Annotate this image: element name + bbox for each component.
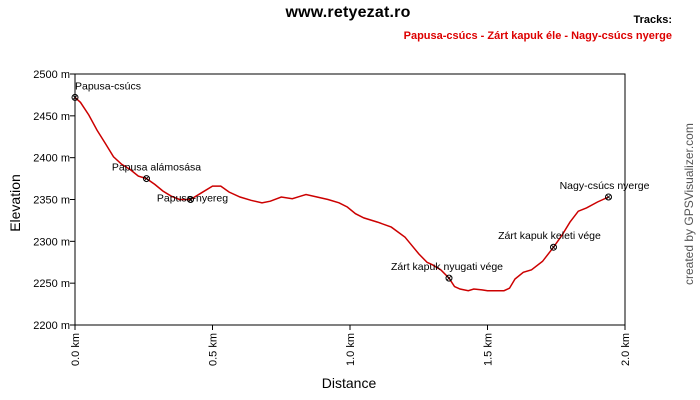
waypoint-label: Papusa-nyereg <box>157 193 228 205</box>
elevation-line <box>74 96 609 292</box>
waypoint: Papusa-nyereg <box>157 193 228 205</box>
plot-area <box>74 73 626 326</box>
y-tick-label: 2200 m <box>33 320 70 332</box>
waypoint-marker-cross <box>551 244 556 250</box>
waypoint-marker-cross <box>446 275 452 281</box>
waypoint-marker <box>71 93 79 101</box>
waypoint: Papusa alámosása <box>112 162 201 183</box>
waypoint-marker-cross <box>606 194 611 200</box>
y-tick-label: 2250 m <box>33 278 70 290</box>
waypoint-marker-cross <box>72 95 78 100</box>
x-tick-label: 0.5 km <box>208 333 220 366</box>
waypoints: Papusa-csúcs Papusa alámosása Papusa-nyere… <box>71 80 650 282</box>
y-tick-label: 2450 m <box>33 111 70 123</box>
tracks-label: Tracks: <box>633 14 672 26</box>
y-tick-label: 2300 m <box>33 236 70 248</box>
track-name: Papusa-csúcs - Zárt kapuk éle - Nagy-csú… <box>403 30 672 42</box>
waypoint-marker <box>550 243 557 251</box>
waypoint-label: Papusa alámosása <box>112 162 201 174</box>
waypoint-label: Papusa-csúcs <box>75 80 141 92</box>
x-tick-label: 0.0 km <box>70 333 82 366</box>
x-axis-title: Distance <box>322 375 377 391</box>
y-axis-title: Elevation <box>7 174 23 232</box>
waypoint: Nagy-csúcs nyerge <box>560 180 650 201</box>
waypoint-marker <box>445 274 453 282</box>
waypoint: Papusa-csúcs <box>71 80 141 101</box>
waypoint: Zárt kapuk keleti vége <box>498 230 601 251</box>
waypoint: Zárt kapuk nyugati vége <box>391 261 503 282</box>
waypoint-marker-cross <box>188 197 193 202</box>
x-tick-label: 2.0 km <box>620 333 632 366</box>
x-tick-label: 1.5 km <box>483 333 495 366</box>
y-tick-label: 2400 m <box>33 153 70 165</box>
waypoint-marker-cross <box>144 176 149 181</box>
waypoint-marker <box>143 175 150 183</box>
waypoint-marker <box>187 196 194 203</box>
y-axis: 2200 m 2250 m 2300 m 2350 m 2400 m 2450 m 2500… <box>33 69 75 332</box>
waypoint-label: Zárt kapuk nyugati vége <box>391 261 503 273</box>
y-tick-label: 2350 m <box>33 195 70 207</box>
site-title: www.retyezat.ro <box>285 4 411 21</box>
y-tick-label: 2500 m <box>33 69 70 81</box>
waypoint-label: Nagy-csúcs nyerge <box>560 180 650 192</box>
waypoint-marker <box>605 193 612 201</box>
x-tick-label: 1.0 km <box>345 333 357 366</box>
x-axis: 0.0 km 0.5 km 1.0 km 1.5 km 2.0 km <box>70 325 632 366</box>
waypoint-label: Zárt kapuk keleti vége <box>498 230 601 242</box>
